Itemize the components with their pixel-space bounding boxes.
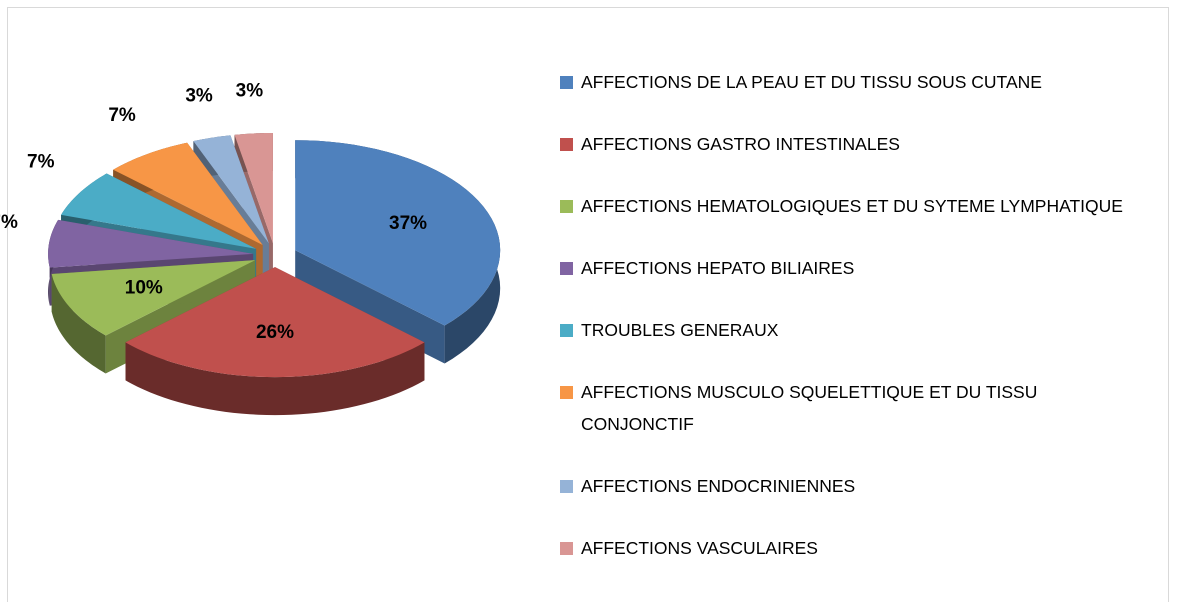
legend-item: AFFECTIONS VASCULAIRES [560, 532, 1160, 564]
legend-label: AFFECTIONS MUSCULO SQUELETTIQUE ET DU TI… [581, 382, 1038, 434]
legend-swatch [560, 200, 573, 213]
legend: AFFECTIONS DE LA PEAU ET DU TISSU SOUS C… [560, 66, 1160, 594]
legend-swatch [560, 138, 573, 151]
legend-item: AFFECTIONS HEMATOLOGIQUES ET DU SYTEME L… [560, 190, 1160, 222]
data-label: 3% [236, 80, 264, 101]
chart-frame [7, 7, 1169, 602]
legend-label: TROUBLES GENERAUX [581, 320, 779, 340]
legend-label: AFFECTIONS ENDOCRINIENNES [581, 476, 856, 496]
data-label: 7% [0, 212, 18, 233]
legend-item: AFFECTIONS GASTRO INTESTINALES [560, 128, 1160, 160]
legend-label: AFFECTIONS DE LA PEAU ET DU TISSU SOUS C… [581, 72, 1042, 92]
slice [193, 135, 269, 244]
legend-item: AFFECTIONS MUSCULO SQUELETTIQUE ET DU TI… [560, 376, 1160, 440]
slice [48, 219, 254, 268]
legend-swatch [560, 542, 573, 555]
slice-side [51, 273, 106, 374]
legend-swatch [560, 386, 573, 399]
legend-item: TROUBLES GENERAUX [560, 314, 1160, 346]
legend-label: AFFECTIONS GASTRO INTESTINALES [581, 134, 900, 154]
slice [113, 142, 263, 245]
legend-swatch [560, 324, 573, 337]
legend-item: AFFECTIONS HEPATO BILIAIRES [560, 252, 1160, 284]
legend-swatch [560, 76, 573, 89]
legend-label: AFFECTIONS HEMATOLOGIQUES ET DU SYTEME L… [581, 196, 1123, 216]
slice [234, 132, 273, 243]
slice [125, 267, 425, 378]
data-label: 10% [125, 277, 163, 298]
slice-side [125, 342, 425, 416]
legend-item: AFFECTIONS DE LA PEAU ET DU TISSU SOUS C… [560, 66, 1160, 98]
legend-item: AFFECTIONS ENDOCRINIENNES [560, 470, 1160, 502]
data-label: 7% [27, 152, 55, 173]
slice [61, 173, 257, 249]
legend-swatch [560, 480, 573, 493]
legend-label: AFFECTIONS VASCULAIRES [581, 538, 818, 558]
data-label: 3% [185, 86, 213, 107]
legend-swatch [560, 262, 573, 275]
slice [125, 267, 425, 416]
legend-label: AFFECTIONS HEPATO BILIAIRES [581, 258, 855, 278]
slice [295, 140, 501, 326]
data-label: 7% [108, 105, 136, 126]
data-label: 37% [389, 213, 427, 234]
data-label: 26% [256, 322, 294, 343]
slice [51, 260, 256, 336]
